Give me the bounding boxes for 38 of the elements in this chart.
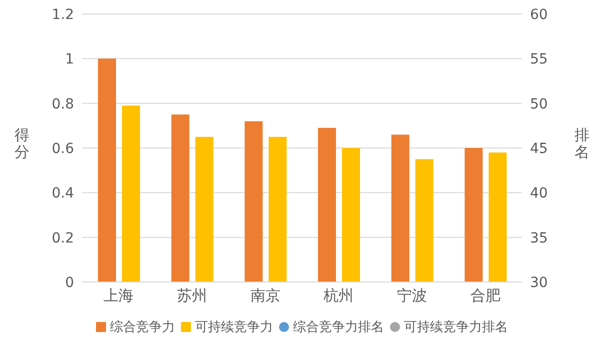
y2-tick-label: 45	[530, 140, 548, 157]
x-tick-label: 苏州	[177, 286, 207, 305]
bar	[342, 148, 360, 282]
legend-label: 可持续竞争力	[195, 319, 273, 336]
bar	[171, 114, 190, 282]
y2-tick-label: 40	[530, 186, 548, 202]
bar	[415, 159, 434, 282]
bar	[244, 121, 263, 282]
bar	[391, 134, 410, 282]
bar	[122, 106, 140, 282]
y-tick-label: 1	[65, 52, 74, 68]
legend-label: 综合竞争力	[110, 319, 175, 336]
x-tick-label: 合肥	[470, 286, 500, 305]
y-tick-label: 0.2	[52, 230, 74, 246]
bar	[488, 152, 507, 282]
legend-label: 可持续竞争力排名	[404, 319, 508, 336]
y-tick-label: 0.6	[52, 140, 74, 157]
x-tick-label: 宁波	[397, 286, 427, 305]
y2-tick-label: 50	[530, 96, 548, 112]
y2-tick-label: 35	[530, 230, 548, 246]
x-tick-label: 南京	[250, 286, 280, 305]
y2-tick-label: 55	[530, 52, 548, 68]
y2-tick-label: 60	[530, 6, 548, 23]
bar	[464, 148, 483, 282]
y-tick-label: 1.2	[52, 6, 74, 23]
bar	[98, 58, 116, 282]
y-tick-label: 0.4	[52, 186, 74, 202]
legend-label: 综合竞争力排名	[293, 319, 384, 336]
bar	[268, 136, 287, 282]
bar	[318, 128, 336, 282]
y-tick-label: 0	[65, 274, 74, 291]
y-axis-title: 得分	[14, 126, 30, 161]
y2-tick-label: 30	[530, 274, 548, 291]
bar	[195, 136, 214, 282]
x-tick-label: 杭州	[322, 286, 354, 305]
y2-axis-title: 排名	[574, 126, 590, 161]
x-tick-label: 上海	[104, 286, 134, 305]
y-tick-label: 0.8	[52, 96, 74, 112]
